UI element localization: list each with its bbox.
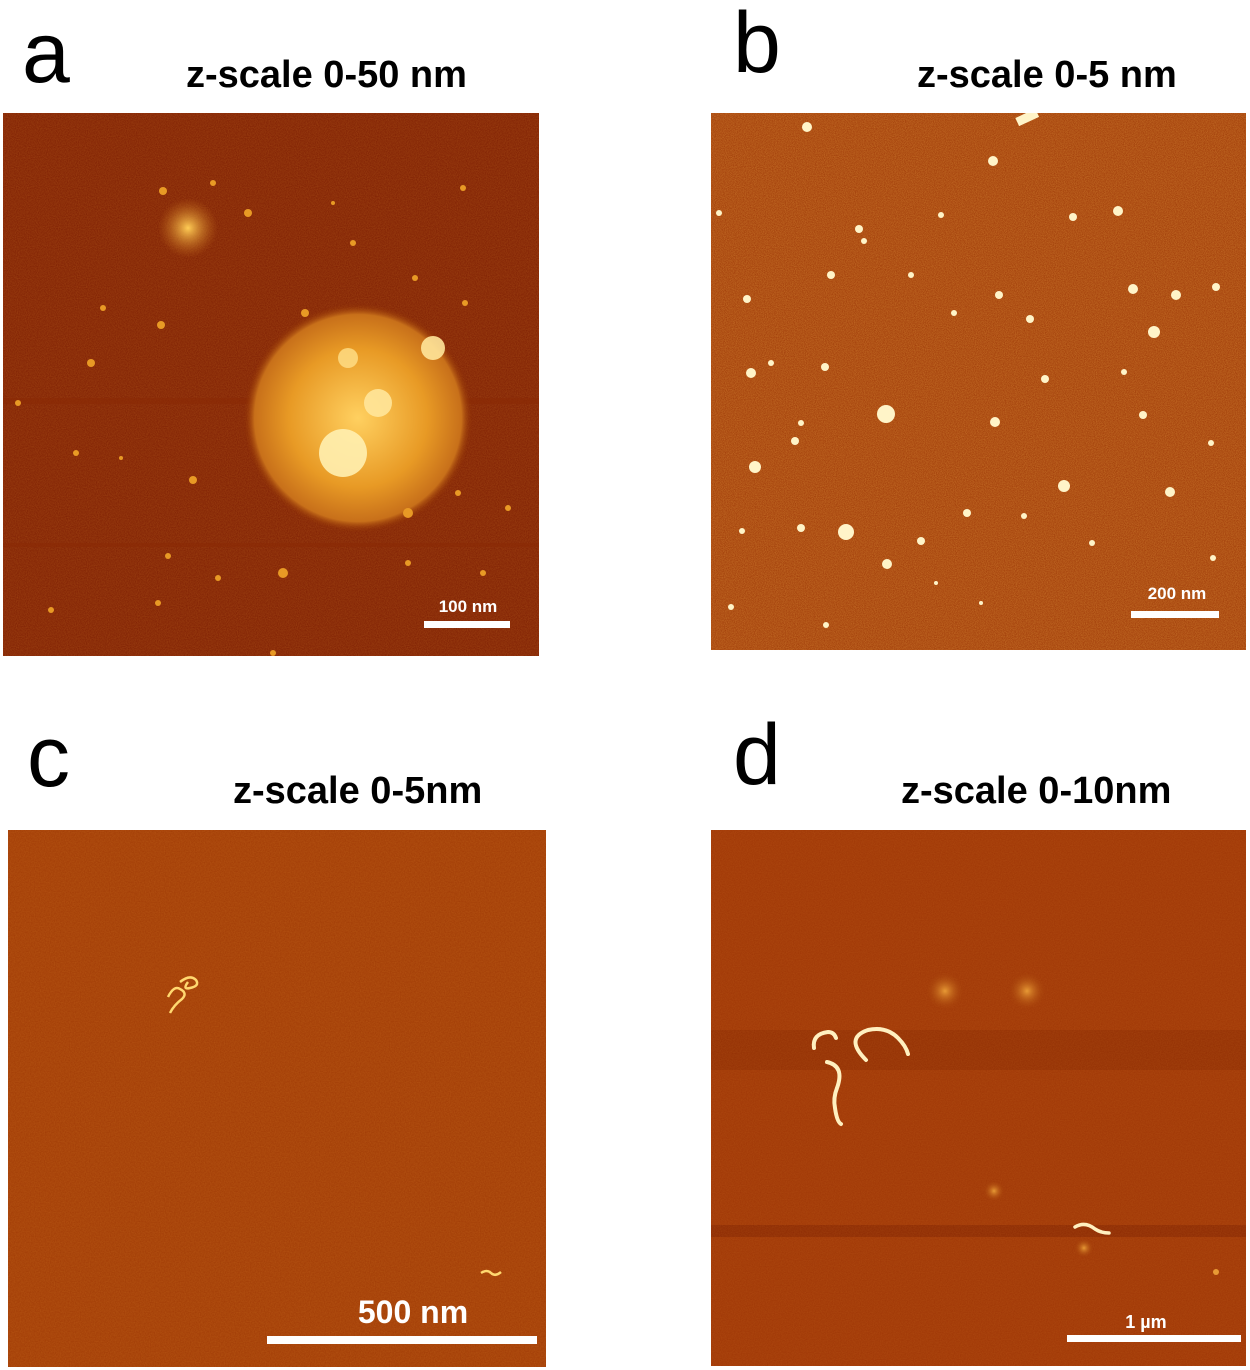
scale-bar — [1131, 611, 1219, 618]
scale-bar-label: 500 nm — [357, 1294, 469, 1330]
afm-image: 200 nm — [711, 113, 1246, 650]
afm-image: 100 nm — [3, 113, 539, 656]
scale-bar-label: 100 nm — [438, 597, 498, 616]
panel-letter: a — [22, 5, 70, 101]
scale-bar — [1067, 1335, 1241, 1342]
panel-letter: d — [733, 707, 781, 803]
z-scale-label: z-scale 0-5 nm — [917, 54, 1177, 96]
z-scale-label: z-scale 0-10nm — [901, 770, 1172, 812]
z-scale-label: z-scale 0-50 nm — [186, 54, 467, 96]
afm-image: 1 µm — [711, 830, 1246, 1366]
scale-bar — [267, 1336, 537, 1344]
scale-bar — [424, 621, 510, 628]
panel-letter: b — [733, 0, 781, 91]
scale-bar-label: 200 nm — [1147, 584, 1207, 603]
panel-letter: c — [27, 709, 70, 805]
afm-image: 500 nm — [8, 830, 546, 1367]
z-scale-label: z-scale 0-5nm — [233, 770, 483, 812]
scale-bar-label: 1 µm — [1125, 1312, 1167, 1332]
